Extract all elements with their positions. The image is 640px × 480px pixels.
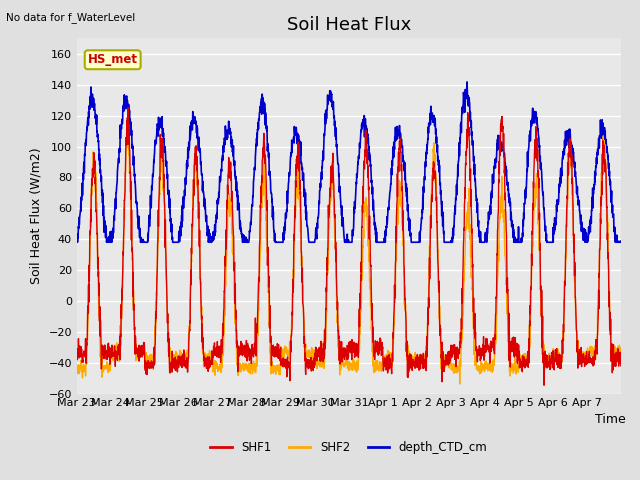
- Text: HS_met: HS_met: [88, 53, 138, 66]
- Y-axis label: Soil Heat Flux (W/m2): Soil Heat Flux (W/m2): [30, 148, 43, 284]
- X-axis label: Time: Time: [595, 413, 626, 426]
- Text: No data for f_WaterLevel: No data for f_WaterLevel: [6, 12, 136, 23]
- Title: Soil Heat Flux: Soil Heat Flux: [287, 16, 411, 34]
- Legend: SHF1, SHF2, depth_CTD_cm: SHF1, SHF2, depth_CTD_cm: [205, 436, 492, 459]
